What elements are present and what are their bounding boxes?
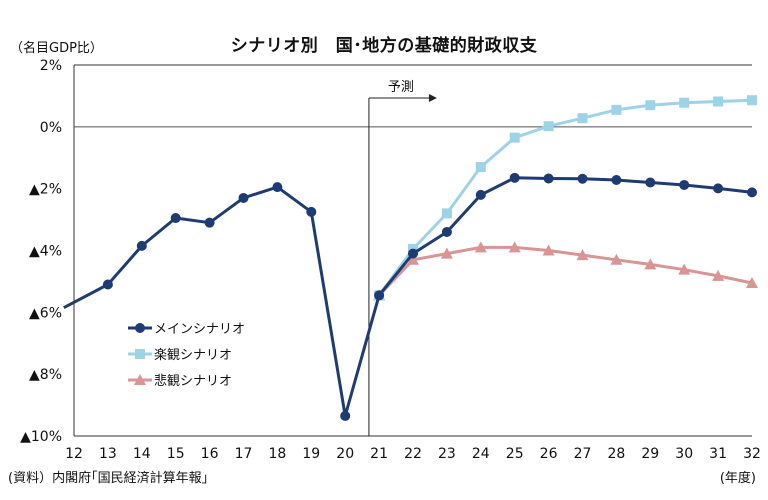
data-point (542, 244, 555, 256)
x-tick-label: 19 (302, 446, 320, 462)
legend-marker (135, 349, 145, 359)
data-point (441, 226, 452, 237)
x-tick-label: 20 (336, 446, 354, 462)
series-triangle (373, 241, 758, 301)
y-tick-label: ▲6% (29, 305, 62, 321)
series-lines (63, 95, 758, 421)
data-point (611, 175, 622, 186)
data-point (340, 410, 351, 421)
data-point (204, 217, 215, 228)
data-point (712, 269, 725, 281)
axis-ticks: 2% 0% ▲2% ▲4% ▲6% ▲8% ▲10%12 13 14 15 16 17 18 19 20 21… (20, 58, 761, 462)
data-point (474, 241, 487, 253)
data-point (136, 240, 147, 251)
x-tick-label: 17 (235, 446, 253, 462)
data-point (509, 172, 520, 183)
x-tick-label: 25 (506, 446, 524, 462)
data-point (645, 100, 656, 111)
x-axis-unit-label: (年度) (719, 471, 756, 486)
x-tick-label: 18 (268, 446, 286, 462)
data-point (102, 279, 113, 290)
data-point (611, 104, 622, 115)
x-tick-label: 16 (201, 446, 219, 462)
series-line (377, 98, 753, 297)
data-point (577, 113, 588, 124)
chart-axes (73, 64, 752, 437)
data-point (713, 96, 724, 107)
chart-title: シナリオ別 国･地方の基礎的財政収支 (230, 36, 538, 56)
y-tick-label: 2% (40, 58, 62, 74)
y-tick-label: ▲2% (29, 182, 62, 198)
legend-item: 楽観シナリオ (128, 347, 232, 363)
data-point (679, 179, 690, 190)
x-tick-label: 31 (709, 446, 727, 462)
data-point (440, 247, 453, 259)
legend-label: メインシナリオ (154, 322, 245, 337)
legend-marker (135, 323, 145, 333)
forecast-label: 予測 (388, 80, 414, 95)
data-point (679, 97, 690, 108)
x-tick-label: 23 (438, 446, 456, 462)
series-square (374, 95, 757, 301)
x-tick-label: 21 (370, 446, 388, 462)
forecast-arrow-head (428, 94, 437, 102)
x-tick-label: 30 (675, 446, 693, 462)
legend-marker (134, 374, 146, 385)
data-point (407, 253, 419, 265)
x-tick-label: 14 (133, 446, 151, 462)
y-tick-label: 0% (40, 120, 62, 136)
x-tick-label: 27 (574, 446, 592, 462)
y-tick-label: ▲8% (29, 367, 62, 383)
data-point (747, 95, 757, 106)
x-tick-label: 32 (743, 446, 761, 462)
x-tick-label: 12 (65, 446, 83, 462)
y-axis-unit-label: （名目GDP比） (10, 41, 103, 56)
data-point (543, 121, 554, 132)
data-point (272, 182, 283, 193)
data-point (238, 192, 249, 203)
data-point (508, 241, 521, 253)
data-point (678, 263, 691, 275)
data-point (577, 173, 588, 184)
x-tick-label: 24 (472, 446, 490, 462)
data-point (475, 162, 486, 173)
legend-item: 悲観シナリオ (128, 373, 232, 389)
data-point (645, 177, 656, 188)
data-point (713, 183, 724, 194)
data-point (170, 213, 181, 224)
data-point (746, 276, 758, 288)
x-tick-label: 22 (404, 446, 422, 462)
legend-label: 楽観シナリオ (154, 347, 232, 363)
x-tick-label: 26 (540, 446, 558, 462)
data-point (441, 208, 452, 219)
data-point (509, 132, 520, 143)
series-line (378, 245, 753, 297)
data-point (576, 249, 589, 261)
series-circle (63, 172, 757, 421)
y-tick-label: ▲10% (20, 429, 62, 445)
data-point (543, 173, 554, 184)
data-point (475, 189, 486, 200)
x-tick-label: 15 (167, 446, 185, 462)
data-point (306, 206, 317, 217)
x-tick-label: 29 (641, 446, 659, 462)
y-tick-label: ▲4% (29, 244, 62, 260)
data-point (747, 187, 757, 198)
data-point (374, 290, 385, 301)
data-point (408, 248, 418, 259)
legend-label: 悲観シナリオ (154, 373, 232, 389)
forecast-annotation: 予測 (368, 80, 437, 436)
legend-item: メインシナリオ (128, 322, 245, 337)
data-point (644, 258, 657, 270)
data-point (610, 253, 623, 265)
source-note: (資料）内閣府｢国民経済計算年報｣ (8, 471, 209, 486)
x-tick-label: 13 (99, 446, 117, 462)
x-tick-label: 28 (607, 446, 625, 462)
